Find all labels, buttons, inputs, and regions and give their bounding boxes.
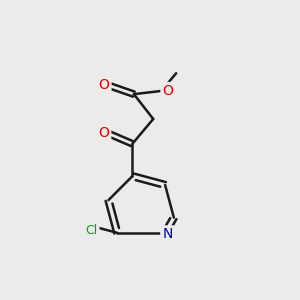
Text: O: O — [99, 78, 110, 92]
Text: N: N — [162, 227, 173, 241]
Text: O: O — [162, 84, 173, 98]
Text: O: O — [98, 126, 109, 140]
Text: Cl: Cl — [85, 224, 98, 237]
